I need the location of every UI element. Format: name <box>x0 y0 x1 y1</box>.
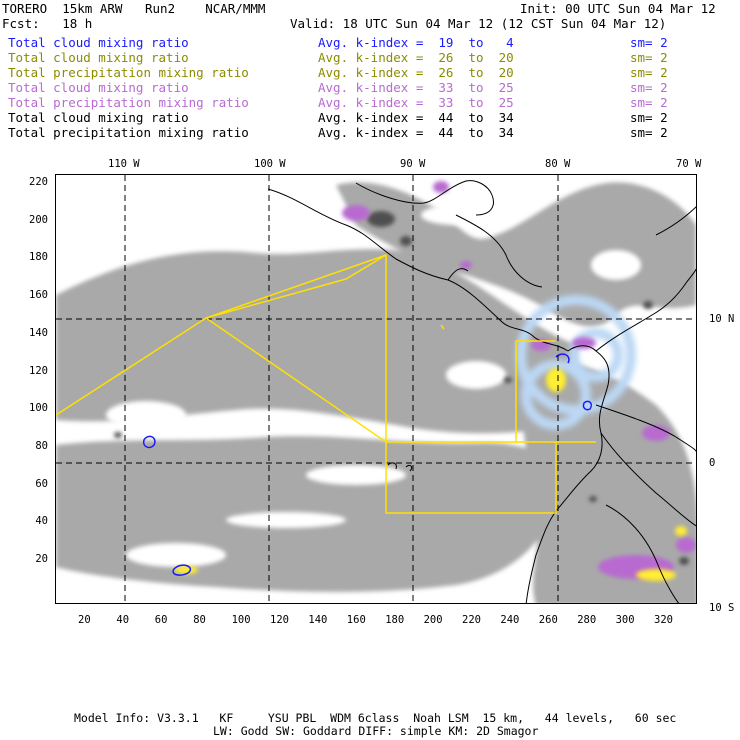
legend-kindex: Avg. k-index = 33 to 25 <box>318 80 514 95</box>
cloud-field <box>56 182 696 603</box>
x-tick-label: 220 <box>462 614 481 626</box>
legend-sm: sm= 2 <box>630 95 668 110</box>
valid-time: Valid: 18 UTC Sun 04 Mar 12 (12 CST Sun … <box>290 16 667 31</box>
legend-field: Total precipitation mixing ratio <box>8 65 249 80</box>
map-panel <box>55 174 697 604</box>
map-graphic <box>56 175 696 603</box>
y-tick-label: 160 <box>29 289 48 302</box>
x-tick-label: 180 <box>385 614 405 626</box>
y-tick-label: 140 <box>29 326 48 339</box>
y-tick-label: 200 <box>29 213 48 226</box>
y-tick-label: 80 <box>35 439 48 452</box>
legend-field: Total precipitation mixing ratio <box>8 125 249 140</box>
x-tick-label: 20 <box>78 614 91 626</box>
y-tick-label: 220 <box>29 176 48 188</box>
legend-field: Total cloud mixing ratio <box>8 110 189 125</box>
y-tick-label: 20 <box>35 553 48 565</box>
y-tick-label: 60 <box>35 477 48 490</box>
lon-label-90w: 90 W <box>400 158 426 170</box>
legend-kindex: Avg. k-index = 19 to 4 <box>318 35 514 50</box>
graticule <box>56 175 696 603</box>
x-tick-label: 40 <box>116 614 130 626</box>
x-tick-label: 320 <box>654 614 673 626</box>
footer-physics-info: LW: Godd SW: Goddard DIFF: simple KM: 2D… <box>213 724 539 738</box>
x-tick-label: 120 <box>270 614 289 626</box>
y-tick-label: 40 <box>35 515 48 528</box>
y-tick-label: 180 <box>29 251 48 264</box>
legend-field: Total cloud mixing ratio <box>8 80 189 95</box>
x-tick-label: 100 <box>231 614 251 626</box>
x-tick-label: 300 <box>615 614 635 626</box>
legend-sm: sm= 2 <box>630 50 668 65</box>
heavy-precip-cores <box>114 211 689 565</box>
legend-sm: sm= 2 <box>630 65 668 80</box>
legend-sm: sm= 2 <box>630 35 668 50</box>
clear-patches <box>106 205 641 567</box>
legend-sm: sm= 2 <box>630 80 668 95</box>
legend-field: Total precipitation mixing ratio <box>8 95 249 110</box>
x-tick-label: 200 <box>423 614 443 626</box>
legend-kindex: Avg. k-index = 44 to 34 <box>318 125 514 140</box>
footer-model-info: Model Info: V3.3.1 KF YSU PBL WDM 6class… <box>74 711 677 725</box>
forecast-hour: Fcst: 18 h <box>2 16 93 31</box>
lat-label-0: 0 <box>709 457 716 469</box>
coastlines <box>267 180 696 603</box>
x-tick-label: 240 <box>500 614 520 626</box>
x-tick-label: 60 <box>154 614 168 626</box>
model-title: TORERO 15km ARW Run2 NCAR/MMM <box>2 1 266 16</box>
legend-kindex: Avg. k-index = 26 to 20 <box>318 65 514 80</box>
legend-sm: sm= 2 <box>630 110 668 125</box>
lon-label-70w: 70 W <box>676 158 702 170</box>
lat-label-10n: 10 N <box>709 313 735 325</box>
x-tick-label: 160 <box>346 614 366 626</box>
init-time: Init: 00 UTC Sun 04 Mar 12 <box>520 1 716 16</box>
y-tick-label: 120 <box>29 364 48 377</box>
y-tick-label: 100 <box>29 402 48 415</box>
x-tick-label: 280 <box>577 614 597 626</box>
light-blue-rings <box>516 295 636 430</box>
header: TORERO 15km ARW Run2 NCAR/MMM Init: 00 U… <box>0 0 740 150</box>
legend-kindex: Avg. k-index = 33 to 25 <box>318 95 514 110</box>
lat-label-10s: 10 S <box>709 602 735 614</box>
domain-boxes <box>56 253 596 514</box>
yellow-precip <box>174 368 687 581</box>
x-tick-label: 80 <box>193 614 206 626</box>
legend-kindex: Avg. k-index = 26 to 20 <box>318 50 514 65</box>
lon-label-80w: 80 W <box>545 158 571 170</box>
legend-sm: sm= 2 <box>630 125 668 140</box>
legend-kindex: Avg. k-index = 44 to 34 <box>318 110 514 125</box>
legend-field: Total cloud mixing ratio <box>8 35 189 50</box>
x-tick-label: 260 <box>538 614 558 626</box>
x-tick-label: 140 <box>308 614 328 626</box>
lon-label-110w: 110 W <box>108 158 140 170</box>
lon-label-100w: 100 W <box>254 158 286 170</box>
legend-field: Total cloud mixing ratio <box>8 50 189 65</box>
